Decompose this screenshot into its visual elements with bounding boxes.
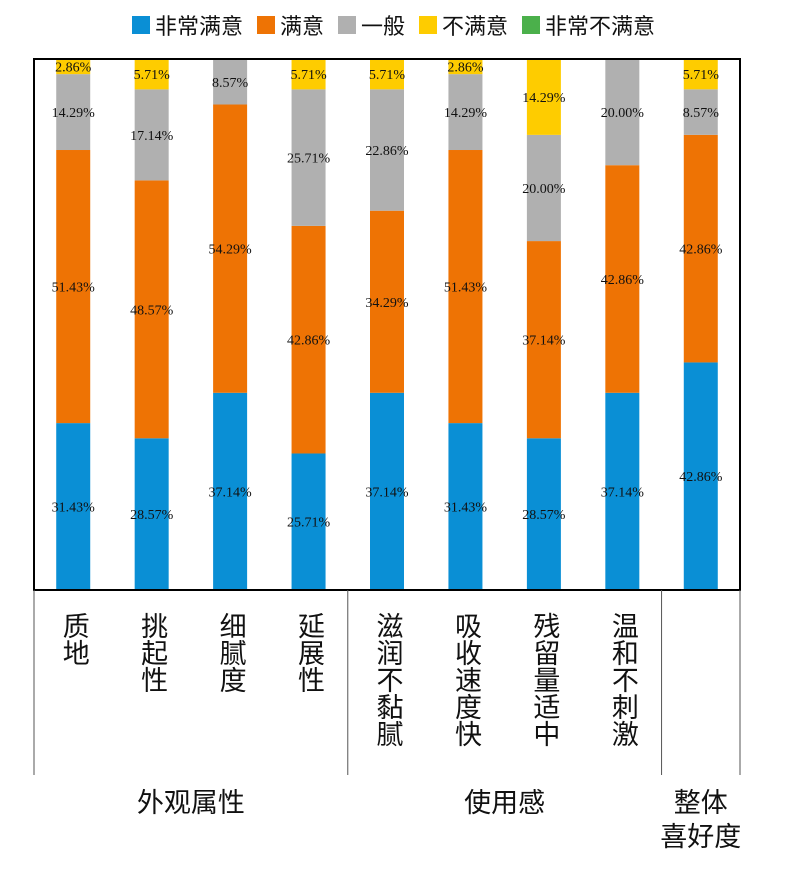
bar-segment xyxy=(683,59,718,90)
group-label-line: 整体 xyxy=(674,788,728,819)
group-label: 外观属性 xyxy=(137,788,245,819)
category-label: 残留量适中 xyxy=(528,612,560,747)
bar-segment xyxy=(134,438,169,590)
data-label: 48.57% xyxy=(130,303,174,318)
data-label: 2.86% xyxy=(55,61,92,76)
legend-swatch xyxy=(256,16,275,34)
bar-segment xyxy=(291,89,326,226)
bar-segment xyxy=(526,59,561,135)
data-label: 20.00% xyxy=(522,182,566,197)
legend-swatch xyxy=(131,16,150,34)
bar-segment xyxy=(605,165,640,393)
data-label: 28.57% xyxy=(522,508,566,523)
data-label: 37.14% xyxy=(365,485,409,500)
legend-swatch xyxy=(522,16,541,34)
bar-segment xyxy=(291,225,326,454)
data-label: 42.86% xyxy=(679,470,723,485)
data-label: 8.57% xyxy=(212,76,249,91)
legend-item: 非常满意 xyxy=(131,9,243,41)
data-label: 51.43% xyxy=(52,281,96,296)
legend-item: 不满意 xyxy=(419,9,508,41)
category-label: 质地 xyxy=(58,612,90,666)
category-label: 延展性 xyxy=(293,612,325,693)
data-label: 51.43% xyxy=(444,281,488,296)
chart-legend: 非常满意 满意 一般 不满意 非常不满意 xyxy=(0,10,787,40)
bar-segment xyxy=(213,392,248,590)
data-label: 5.71% xyxy=(369,68,406,83)
group-label: 使用感 xyxy=(464,788,545,819)
data-label: 37.14% xyxy=(209,485,253,500)
data-label: 14.29% xyxy=(444,106,488,121)
bar-segment xyxy=(134,89,169,181)
data-label: 5.71% xyxy=(683,68,720,83)
legend-item: 一般 xyxy=(337,9,405,41)
bar-segment xyxy=(605,392,640,590)
bar-segment xyxy=(134,180,169,439)
legend-label: 不满意 xyxy=(442,15,509,40)
data-label: 37.14% xyxy=(601,485,645,500)
legend-label: 非常不满意 xyxy=(545,15,656,40)
bar-segment xyxy=(56,423,91,590)
category-label: 挑起性 xyxy=(136,612,168,693)
data-label: 5.71% xyxy=(290,68,327,83)
plot-frame xyxy=(33,58,741,591)
bar-segment xyxy=(370,210,404,393)
data-label: 8.57% xyxy=(683,106,720,121)
bar-segment xyxy=(448,74,483,151)
category-label: 细腻度 xyxy=(215,612,247,693)
data-label: 14.29% xyxy=(52,106,96,121)
data-label: 54.29% xyxy=(209,243,253,258)
bar-segment xyxy=(56,150,91,424)
data-label: 20.00% xyxy=(601,106,645,121)
data-label: 34.29% xyxy=(365,296,409,311)
data-label: 2.86% xyxy=(447,61,484,76)
bar-segment xyxy=(291,453,326,590)
data-label: 31.43% xyxy=(444,501,488,516)
bar-segment xyxy=(370,89,404,211)
bar-segment xyxy=(683,89,718,135)
bar-segment xyxy=(370,392,404,590)
bar-segment xyxy=(56,74,91,151)
data-label: 31.43% xyxy=(52,501,96,516)
group-label: 整体喜好度 xyxy=(660,788,741,853)
bar-segment xyxy=(526,134,561,242)
bar-segment xyxy=(448,59,483,75)
category-label: 吸收速度快 xyxy=(450,612,482,747)
legend-swatch xyxy=(337,16,356,34)
bar-segment xyxy=(213,104,248,393)
bar-segment xyxy=(291,59,326,90)
bar-segment xyxy=(683,362,718,590)
bar-segment xyxy=(526,241,561,439)
bar-segment xyxy=(370,59,404,90)
bar-segment xyxy=(448,423,483,590)
legend-item: 非常不满意 xyxy=(522,9,655,41)
bar-segment xyxy=(683,134,718,363)
legend-item: 满意 xyxy=(256,9,324,41)
data-label: 17.14% xyxy=(130,129,174,144)
data-label: 22.86% xyxy=(365,144,409,159)
bar-segment xyxy=(56,59,91,75)
legend-label: 一般 xyxy=(360,15,405,40)
bar-segment xyxy=(213,59,248,105)
data-label: 42.86% xyxy=(287,334,331,349)
legend-label: 非常满意 xyxy=(154,15,243,40)
bar-segment xyxy=(134,59,169,90)
bar-segment xyxy=(605,59,640,166)
data-label: 25.71% xyxy=(287,516,331,531)
bar-segment xyxy=(526,438,561,590)
data-label: 14.29% xyxy=(522,91,566,106)
data-label: 42.86% xyxy=(601,273,645,288)
data-label: 37.14% xyxy=(522,334,566,349)
data-label: 28.57% xyxy=(130,508,174,523)
data-label: 25.71% xyxy=(287,152,331,167)
category-label: 温和不刺激 xyxy=(607,612,639,747)
category-label: 滋润不黏腻 xyxy=(372,612,404,747)
legend-label: 满意 xyxy=(279,15,324,40)
legend-swatch xyxy=(419,16,437,34)
group-label-line: 喜好度 xyxy=(660,822,741,853)
bar-segment xyxy=(448,150,483,424)
data-label: 5.71% xyxy=(134,68,171,83)
data-label: 42.86% xyxy=(679,243,723,258)
